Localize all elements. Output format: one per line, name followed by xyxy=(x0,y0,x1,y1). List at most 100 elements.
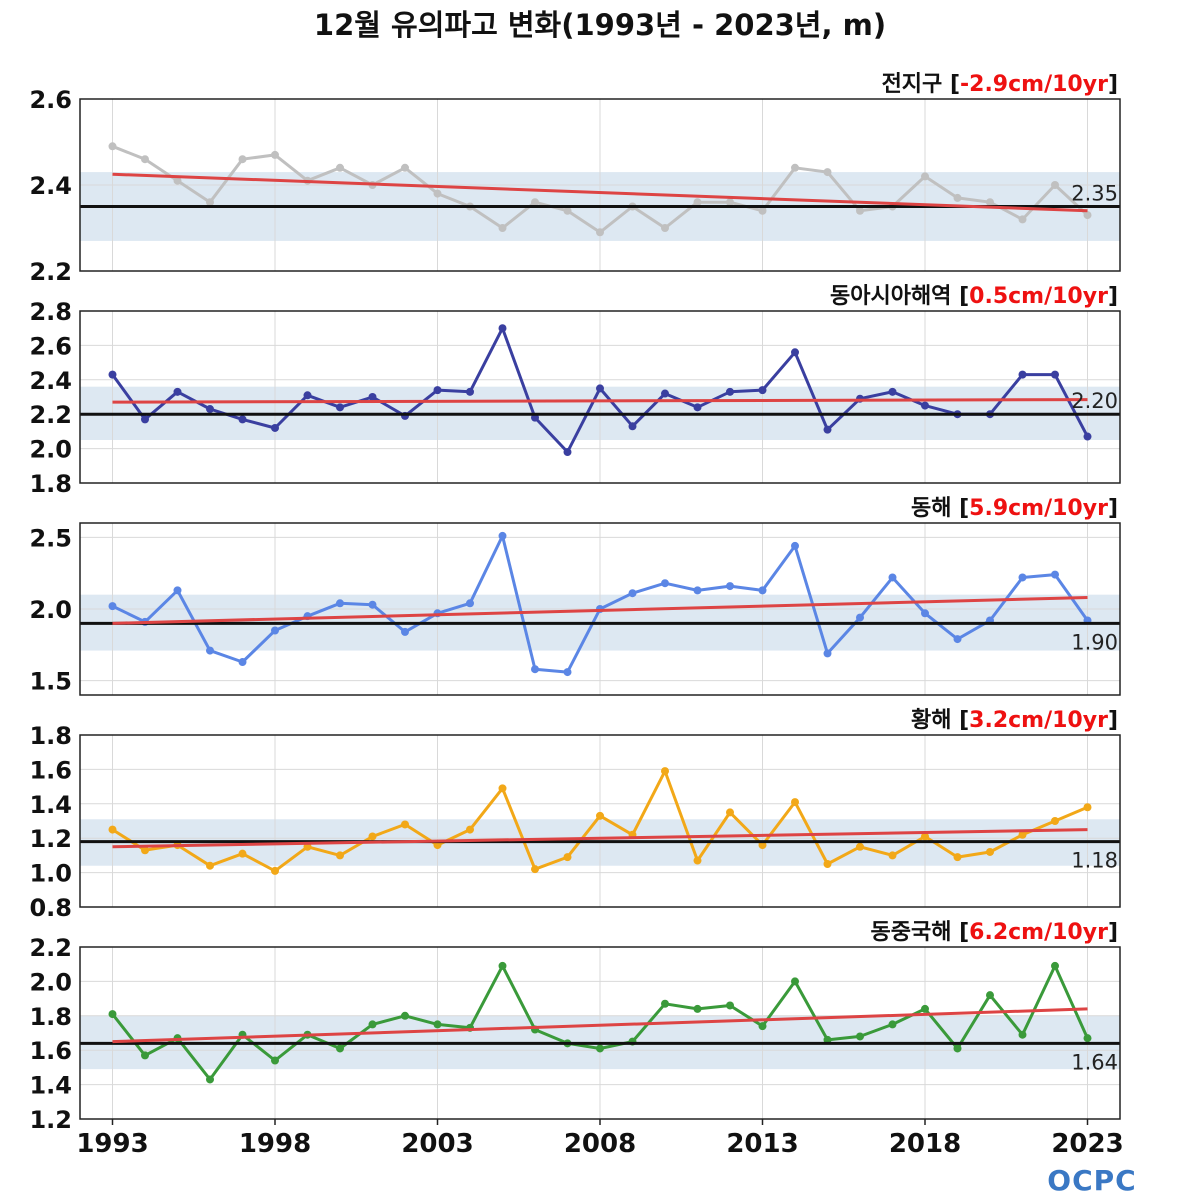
data-point xyxy=(1083,432,1092,441)
data-point xyxy=(108,825,117,834)
y-tick-label: 2.4 xyxy=(29,367,72,395)
x-tick-label: 2003 xyxy=(401,1129,473,1159)
data-point xyxy=(856,206,864,215)
data-point xyxy=(791,977,799,986)
data-point xyxy=(141,415,149,424)
data-point xyxy=(173,387,182,396)
bracket-open: [ xyxy=(959,496,969,521)
data-point xyxy=(563,448,572,457)
y-tick-label: 2.4 xyxy=(29,172,72,200)
data-point xyxy=(1051,370,1059,379)
data-point xyxy=(661,579,669,588)
data-point xyxy=(173,586,182,595)
data-point xyxy=(726,582,734,591)
data-point xyxy=(108,1010,117,1019)
data-point xyxy=(336,1044,344,1053)
bracket-open: [ xyxy=(959,284,969,309)
data-point xyxy=(888,851,897,860)
ocpc-logo: OCPC xyxy=(1047,1164,1136,1197)
data-point xyxy=(466,599,474,608)
y-tick-label: 2.0 xyxy=(29,436,72,464)
data-point xyxy=(271,626,279,635)
ocpc-logo-text: OCPC xyxy=(1047,1164,1136,1197)
data-point xyxy=(108,370,117,379)
panel-2: 1.8 2.0 2.2 2.4 2.6 2.8 2.20 동아시아해역 [0.5cm/10yr… xyxy=(29,284,1121,498)
data-point xyxy=(953,635,962,644)
panel-heading: 전지구 [-2.9cm/10yr] xyxy=(882,72,1118,97)
data-point xyxy=(953,1044,962,1053)
y-tick-label: 0.8 xyxy=(29,894,72,922)
data-point xyxy=(823,860,832,868)
data-point xyxy=(401,627,409,636)
data-point xyxy=(661,389,669,398)
data-point xyxy=(693,198,702,207)
data-point xyxy=(661,999,669,1008)
data-point xyxy=(1018,215,1027,224)
trend-rate-label: 6.2cm/10yr xyxy=(969,920,1108,945)
y-tick-label: 2.0 xyxy=(29,596,72,624)
y-tick-label: 1.4 xyxy=(29,1072,72,1100)
y-tick-label: 1.2 xyxy=(29,825,72,853)
data-point xyxy=(628,422,637,431)
data-point xyxy=(693,856,702,865)
data-point xyxy=(596,811,604,820)
bracket-open: [ xyxy=(959,920,969,945)
y-tick-label: 2.6 xyxy=(29,86,72,114)
data-point xyxy=(596,1044,604,1053)
trend-rate-label: -2.9cm/10yr xyxy=(960,72,1108,97)
region-name: 동중국해 xyxy=(870,920,959,945)
data-point xyxy=(791,348,799,357)
region-name: 전지구 xyxy=(882,72,950,97)
y-tick-label: 1.6 xyxy=(29,756,72,784)
data-point xyxy=(271,423,279,432)
data-point xyxy=(368,832,377,841)
data-point xyxy=(401,820,409,829)
data-point xyxy=(758,586,767,595)
x-tick-label: 1993 xyxy=(76,1129,148,1159)
data-point xyxy=(921,1004,929,1013)
data-point xyxy=(271,1056,279,1065)
x-tick-label: 2018 xyxy=(889,1129,961,1159)
data-point xyxy=(401,1011,409,1020)
data-point xyxy=(1083,211,1092,220)
x-axis: 1993 1998 2003 2008 2013 2018 2023 xyxy=(76,1119,1124,1159)
figure-title: 12월 유의파고 변화(1993년 - 2023년, m) xyxy=(314,8,886,42)
data-point xyxy=(1083,1034,1092,1043)
y-tick-label: 1.2 xyxy=(29,1106,72,1134)
data-point xyxy=(856,613,864,622)
y-tick-label: 2.8 xyxy=(29,298,72,326)
data-point xyxy=(758,206,767,215)
data-point xyxy=(791,541,799,550)
y-tick-label: 1.8 xyxy=(29,722,72,750)
data-point xyxy=(433,189,442,198)
data-point xyxy=(693,1004,702,1013)
data-point xyxy=(433,386,442,395)
trend-line xyxy=(112,398,1088,404)
region-name: 동해 xyxy=(911,496,959,521)
data-point xyxy=(986,847,994,856)
x-tick-label: 2023 xyxy=(1051,1129,1123,1159)
data-point xyxy=(498,324,507,333)
panel-frame xyxy=(79,310,1121,484)
data-point xyxy=(238,155,247,164)
panel-frame xyxy=(79,522,1121,696)
data-point xyxy=(141,155,149,164)
data-point xyxy=(596,228,604,237)
data-point xyxy=(628,589,637,598)
data-point xyxy=(791,798,799,807)
data-point xyxy=(466,825,474,834)
panel-heading: 동아시아해역 [0.5cm/10yr] xyxy=(830,284,1118,309)
data-point xyxy=(498,531,507,540)
bracket-close: ] xyxy=(1108,72,1118,97)
data-point xyxy=(498,784,507,793)
data-point xyxy=(336,851,344,860)
data-point xyxy=(368,393,377,401)
data-point xyxy=(531,865,539,874)
data-point xyxy=(921,172,929,181)
data-point xyxy=(986,198,994,207)
data-point xyxy=(108,602,117,611)
data-point xyxy=(336,403,344,412)
data-point xyxy=(758,386,767,395)
